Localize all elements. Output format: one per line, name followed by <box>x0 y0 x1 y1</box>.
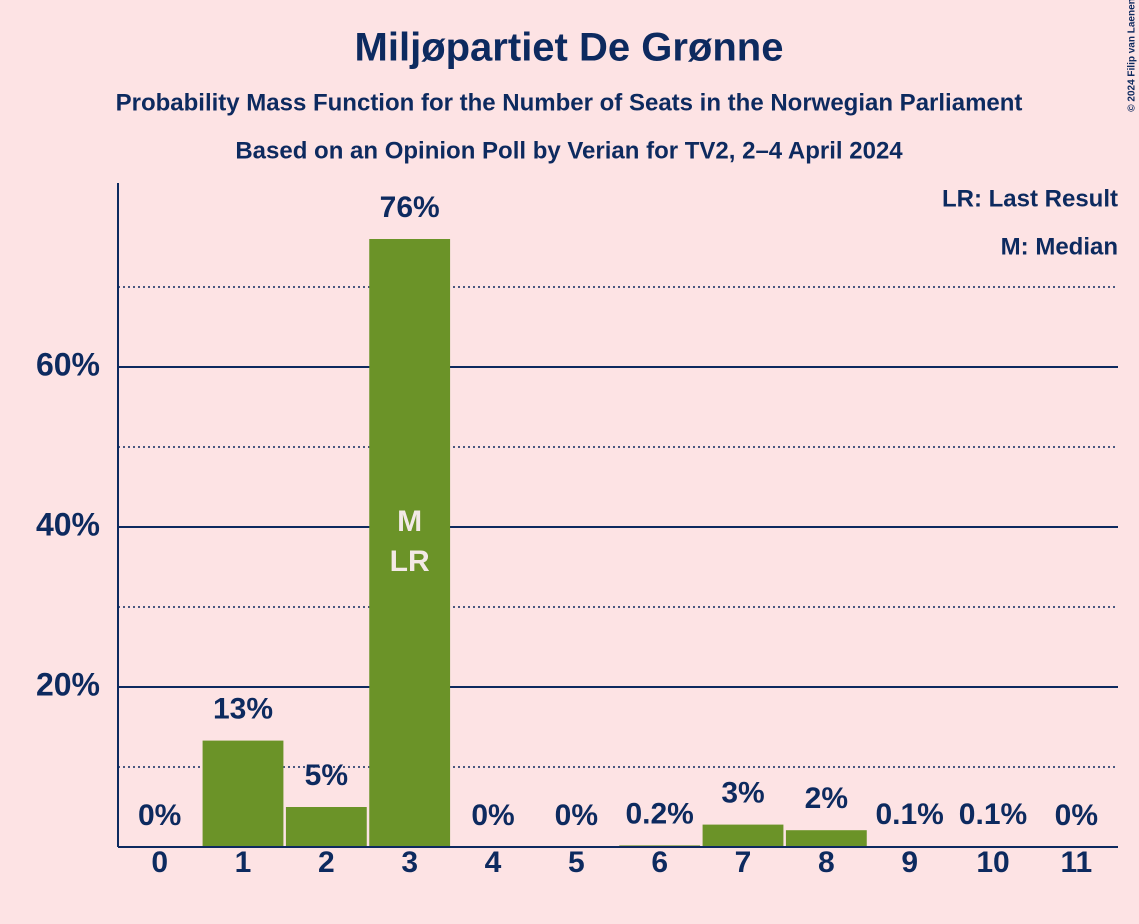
chart-subtitle: Probability Mass Function for the Number… <box>116 89 1023 116</box>
legend-entry: LR: Last Result <box>942 185 1118 212</box>
x-tick-label: 7 <box>735 846 752 879</box>
chart-title: Miljøpartiet De Grønne <box>355 26 784 70</box>
x-tick-label: 1 <box>235 846 252 879</box>
x-tick-label: 11 <box>1060 846 1092 879</box>
value-label: 0% <box>138 799 181 832</box>
value-label: 13% <box>213 693 273 726</box>
last-result-marker: LR <box>390 545 430 578</box>
x-tick-label: 3 <box>401 846 418 879</box>
value-label: 0.1% <box>959 798 1027 831</box>
value-label: 3% <box>721 777 764 810</box>
copyright: © 2024 Filip van Laenen <box>1127 0 1138 112</box>
x-tick-label: 0 <box>151 846 168 879</box>
x-tick-label: 6 <box>651 846 668 879</box>
x-tick-label: 5 <box>568 846 585 879</box>
x-tick-label: 10 <box>976 846 1009 879</box>
y-tick-label: 60% <box>36 346 100 382</box>
y-tick-label: 20% <box>36 666 100 702</box>
bar <box>785 830 867 847</box>
value-label: 76% <box>380 191 440 224</box>
legend-entry: M: Median <box>1001 233 1118 260</box>
value-label: 0% <box>555 799 598 832</box>
x-tick-label: 9 <box>901 846 918 879</box>
bar <box>369 239 451 847</box>
value-label: 0% <box>471 799 514 832</box>
value-label: 0.2% <box>625 797 693 830</box>
value-label: 0% <box>1055 799 1098 832</box>
bar <box>202 740 284 847</box>
y-tick-label: 40% <box>36 506 100 542</box>
bar <box>702 824 784 847</box>
bar <box>285 807 367 847</box>
x-tick-label: 2 <box>318 846 335 879</box>
x-tick-label: 8 <box>818 846 835 879</box>
value-label: 5% <box>305 759 348 792</box>
x-tick-label: 4 <box>485 846 502 879</box>
value-label: 0.1% <box>875 798 943 831</box>
chart-subtitle: Based on an Opinion Poll by Verian for T… <box>235 137 903 164</box>
median-marker: M <box>397 505 422 538</box>
value-label: 2% <box>805 782 848 815</box>
